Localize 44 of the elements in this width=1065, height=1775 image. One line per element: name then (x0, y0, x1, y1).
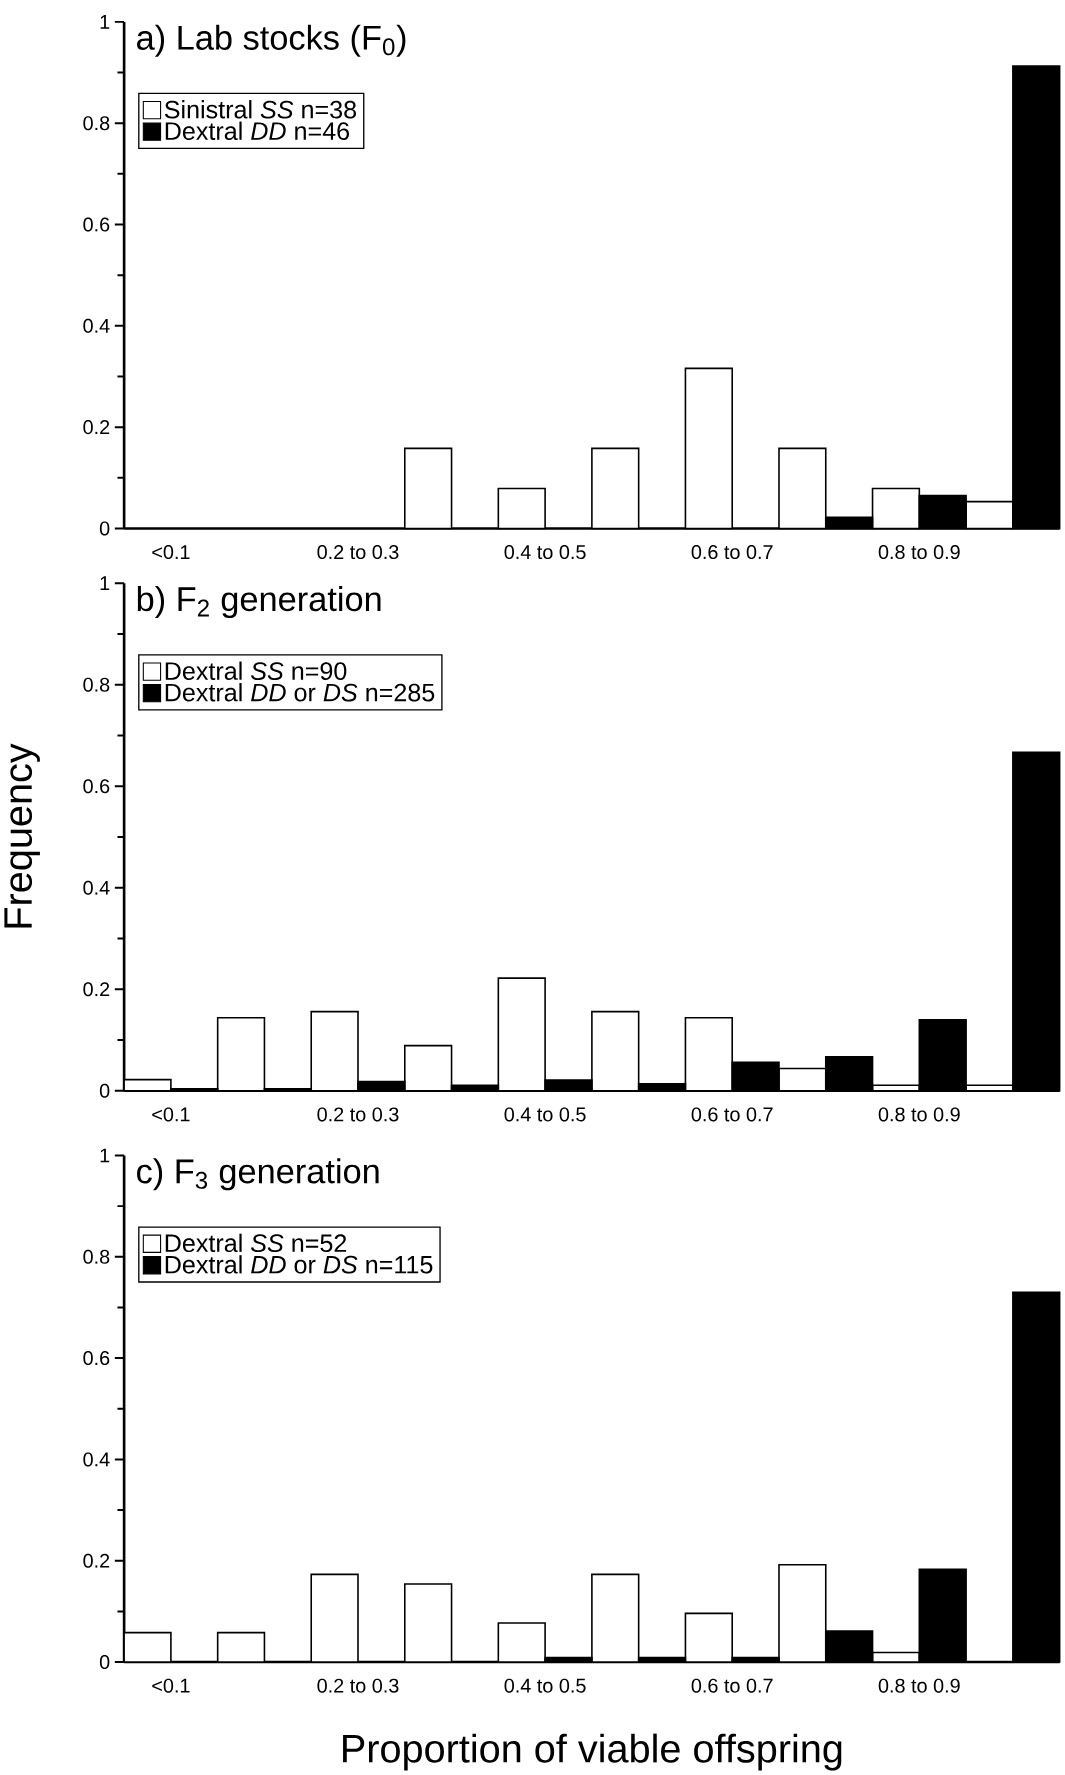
y-tick-label: 1 (100, 576, 110, 591)
y-tick-label: 0 (100, 1655, 110, 1670)
x-tick-label: 0.2 to 0.3 (317, 1107, 399, 1122)
y-tick-label: 0.8 (83, 677, 110, 692)
y-tick-label: 0.4 (83, 318, 110, 333)
x-tick-label: 0.8 to 0.9 (878, 1107, 960, 1122)
x-tick-label: 0.2 to 0.3 (317, 1678, 399, 1693)
x-tick-label: 0.6 to 0.7 (691, 1107, 773, 1122)
x-tick-label: <0.1 (152, 1107, 190, 1122)
y-axis-title: Frequency (4, 743, 41, 928)
y-tick-label: 0 (100, 521, 110, 536)
chart-title: a) Lab stocks (F$_{0}$) (137, 24, 406, 57)
x-tick-label: 0.8 to 0.9 (878, 1678, 960, 1693)
y-tick-label: 0.4 (83, 880, 110, 895)
x-tick-label: <0.1 (152, 1678, 190, 1693)
y-tick-label: 0.4 (83, 1452, 110, 1467)
x-tick-label: 0.4 to 0.5 (504, 545, 586, 560)
y-tick-label: 0 (100, 1083, 110, 1098)
x-tick-label: 0.6 to 0.7 (691, 1678, 773, 1693)
x-tick-label: 0.4 to 0.5 (504, 1678, 586, 1693)
y-tick-label: 1 (100, 1148, 110, 1163)
x-axis-title: Proportion of viable offspring (343, 1733, 842, 1771)
legend-label: Dextral SS n=52 (165, 1233, 347, 1253)
y-tick-label: 0.6 (83, 779, 110, 794)
legend-label: Sinistral SS n=38 (165, 100, 357, 119)
y-tick-label: 0.2 (83, 420, 110, 435)
chart-title: c) F$_{3}$ generation (137, 1158, 379, 1191)
y-tick-label: 0.6 (83, 1351, 110, 1366)
x-tick-label: 0.4 to 0.5 (504, 1107, 586, 1122)
y-tick-label: 0.2 (83, 982, 110, 997)
chart-title: b) F$_{2}$ generation (138, 586, 381, 619)
legend-label: Dextral DD n=46 (165, 121, 350, 141)
y-tick-label: 1 (100, 15, 110, 29)
y-tick-label: 0.2 (83, 1553, 110, 1568)
y-tick-label: 0.8 (83, 1249, 110, 1264)
x-tick-label: <0.1 (152, 545, 190, 560)
y-tick-label: 0.6 (83, 217, 110, 232)
legend-label: Dextral DD or DS n=115 (165, 1255, 433, 1274)
y-tick-label: 0.8 (83, 116, 110, 131)
legend-label: Dextral DD or DS n=285 (165, 683, 435, 702)
x-tick-label: 0.8 to 0.9 (878, 545, 960, 560)
legend-label: Dextral SS n=90 (165, 661, 347, 680)
x-tick-label: 0.6 to 0.7 (691, 545, 773, 560)
x-tick-label: 0.2 to 0.3 (317, 545, 399, 560)
